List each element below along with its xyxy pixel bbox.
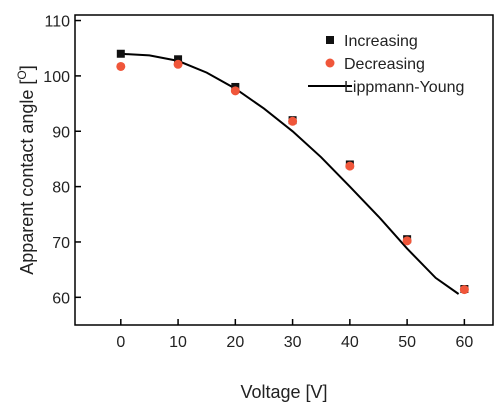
- decreasing-point: [288, 116, 298, 126]
- y-tick-label: 70: [52, 235, 70, 252]
- increasing-point: [116, 49, 125, 58]
- y-axis-title-main: Apparent contact angle [: [17, 80, 37, 275]
- y-tick-label: 60: [52, 290, 70, 307]
- y-axis-ticks: 60 70 80 90 100 110: [43, 14, 81, 307]
- x-tick-label: 10: [169, 334, 187, 351]
- legend: Increasing Decreasing Lippmann-Young: [308, 33, 464, 96]
- x-tick-label: 40: [341, 334, 359, 351]
- legend-square-marker: [326, 36, 334, 44]
- legend-circle-marker: [325, 58, 335, 68]
- decreasing-point: [345, 161, 355, 171]
- x-axis-ticks: 0 10 20 30 40 50 60: [116, 319, 473, 351]
- y-axis-title-superscript: O: [15, 70, 29, 79]
- x-tick-label: 20: [226, 334, 244, 351]
- decreasing-point: [230, 86, 240, 96]
- increasing-point: [174, 55, 183, 64]
- decreasing-point: [402, 236, 412, 246]
- decreasing-point: [459, 285, 469, 295]
- decreasing-point: [116, 61, 126, 71]
- y-tick-label: 80: [52, 180, 70, 197]
- y-tick-label: 100: [43, 69, 70, 86]
- data-marks: [116, 49, 469, 295]
- decreasing-point: [173, 59, 183, 69]
- x-tick-label: 60: [455, 334, 473, 351]
- legend-label-lippmann-young: Lippmann-Young: [344, 79, 464, 96]
- x-tick-label: 30: [284, 334, 302, 351]
- x-tick-label: 50: [398, 334, 416, 351]
- y-tick-label: 110: [44, 14, 70, 31]
- x-tick-label: 0: [116, 334, 125, 351]
- y-axis-title-end: ]: [17, 65, 37, 70]
- legend-label-increasing: Increasing: [344, 33, 418, 50]
- y-tick-label: 90: [52, 124, 70, 141]
- legend-label-decreasing: Decreasing: [344, 56, 425, 73]
- plot-frame: [74, 14, 494, 326]
- x-axis-title: Voltage [V]: [240, 382, 327, 402]
- y-axis-title: Apparent contact angle [O]: [15, 65, 37, 275]
